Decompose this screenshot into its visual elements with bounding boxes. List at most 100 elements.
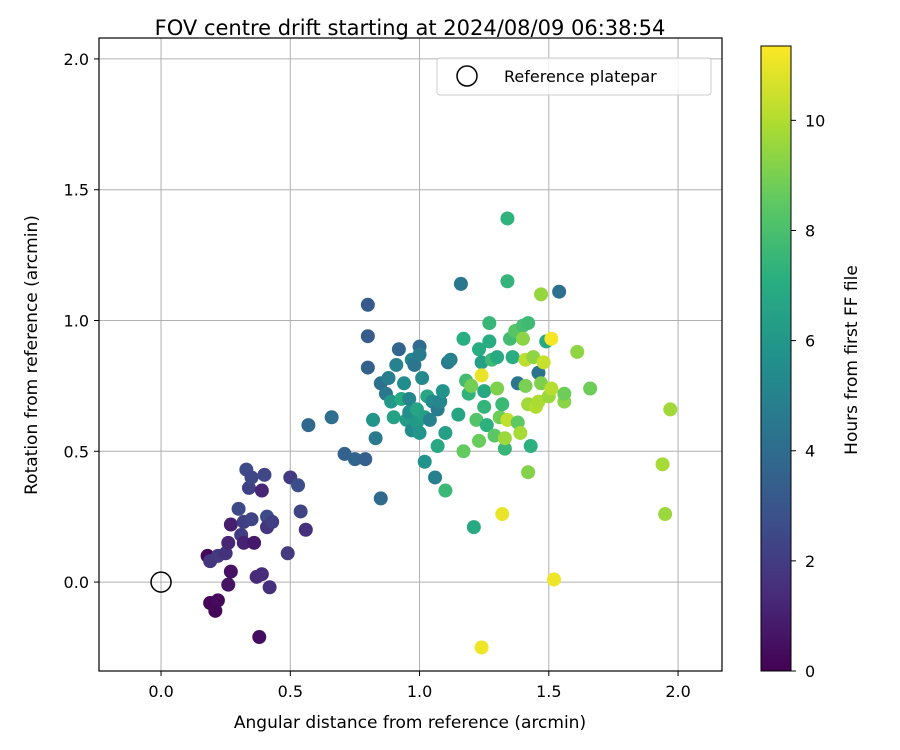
- scatter-point: [221, 577, 236, 592]
- scatter-point: [500, 211, 515, 226]
- scatter-point: [451, 407, 466, 422]
- colorbar-tick-label: 8: [805, 221, 815, 240]
- scatter-point: [495, 397, 510, 412]
- scatter-point: [293, 504, 308, 519]
- scatter-point: [500, 274, 515, 289]
- legend-marker-icon: [456, 65, 478, 87]
- scatter-point: [536, 355, 551, 370]
- scatter-point: [368, 431, 383, 446]
- colorbar-ticks: 0 2 4 6 8 10: [791, 111, 825, 681]
- scatter-point: [482, 334, 497, 349]
- x-tick-label: 1.5: [536, 682, 561, 701]
- scatter-point: [544, 331, 559, 346]
- y-tick-label: 0.5: [64, 442, 89, 461]
- scatter-point: [262, 580, 277, 595]
- scatter-point: [223, 517, 238, 532]
- scatter-point: [280, 546, 295, 561]
- scatter-point: [456, 331, 471, 346]
- y-tick-label: 2.0: [64, 50, 89, 69]
- y-tick-label: 1.0: [64, 311, 89, 330]
- scatter-point: [397, 376, 412, 391]
- scatter-point: [464, 378, 479, 393]
- legend-box: [436, 57, 712, 96]
- scatter-point: [247, 535, 262, 550]
- scatter-point: [523, 439, 538, 454]
- scatter-point: [466, 520, 481, 535]
- scatter-point: [557, 386, 572, 401]
- scatter-point: [254, 483, 269, 498]
- legend: Reference platepar: [436, 57, 712, 96]
- scatter-point: [366, 412, 381, 427]
- scatter-point: [415, 371, 430, 386]
- scatter-point: [241, 480, 256, 495]
- scatter-point: [412, 347, 427, 362]
- scatter-point: [526, 350, 541, 365]
- scatter-point: [291, 478, 306, 493]
- colorbar-tick-label: 6: [805, 332, 815, 351]
- y-tick-label: 0.0: [64, 573, 89, 592]
- scatter-point: [236, 535, 251, 550]
- scatter-point: [417, 454, 432, 469]
- data-points: [200, 211, 678, 655]
- scatter-point: [521, 465, 536, 480]
- scatter-point: [443, 352, 458, 367]
- colorbar-tick-label: 10: [805, 111, 825, 130]
- scatter-point: [552, 284, 567, 299]
- scatter-point: [474, 640, 489, 655]
- scatter-point: [244, 512, 259, 527]
- scatter-point: [252, 629, 267, 644]
- scatter-point: [479, 418, 494, 433]
- scatter-point: [412, 425, 427, 440]
- scatter-point: [531, 394, 546, 409]
- scatter-point: [223, 564, 238, 579]
- scatter-point: [495, 507, 510, 522]
- scatter-point: [497, 431, 512, 446]
- scatter-point: [658, 507, 673, 522]
- colorbar-tick-label: 0: [805, 662, 815, 681]
- scatter-point: [301, 418, 316, 433]
- scatter-point: [469, 412, 484, 427]
- scatter-point: [453, 276, 468, 291]
- scatter-point: [422, 412, 437, 427]
- scatter-point: [505, 350, 520, 365]
- scatter-point: [324, 410, 339, 425]
- scatter-point: [254, 567, 269, 582]
- scatter-point: [510, 415, 525, 430]
- scatter-point: [407, 357, 422, 372]
- x-axis: 0.0 0.5 1.0 1.5 2.0: [148, 671, 691, 701]
- scatter-point: [244, 470, 259, 485]
- scatter-point: [389, 357, 404, 372]
- y-tick-label: 1.5: [64, 181, 89, 200]
- scatter-point: [534, 376, 549, 391]
- scatter-point: [583, 381, 598, 396]
- scatter-point: [218, 546, 233, 561]
- colorbar: 0 2 4 6 8 10 Hours from first FF file: [760, 45, 862, 681]
- colorbar-gradient: [760, 45, 792, 672]
- scatter-point: [518, 378, 533, 393]
- scatter-point: [435, 384, 450, 399]
- scatter-point: [386, 410, 401, 425]
- scatter-point: [428, 470, 443, 485]
- scatter-point: [360, 297, 375, 312]
- scatter-point: [655, 457, 670, 472]
- reference-marker: [150, 571, 172, 593]
- scatter-point: [521, 316, 536, 331]
- reference-point: [150, 571, 172, 593]
- scatter-point: [337, 446, 352, 461]
- scatter-point: [490, 381, 505, 396]
- scatter-point: [347, 452, 362, 467]
- scatter-point: [663, 402, 678, 417]
- scatter-point: [358, 452, 373, 467]
- scatter-point: [513, 425, 528, 440]
- scatter-point: [438, 425, 453, 440]
- x-tick-label: 0.5: [278, 682, 303, 701]
- scatter-point: [373, 491, 388, 506]
- y-axis: 0.0 0.5 1.0 1.5 2.0: [64, 50, 99, 592]
- x-tick-label: 2.0: [665, 682, 690, 701]
- scatter-point: [210, 593, 225, 608]
- scatter-point: [360, 360, 375, 375]
- scatter-point: [221, 535, 236, 550]
- scatter-point: [477, 399, 492, 414]
- scatter-point: [497, 441, 512, 456]
- scatter-point: [570, 344, 585, 359]
